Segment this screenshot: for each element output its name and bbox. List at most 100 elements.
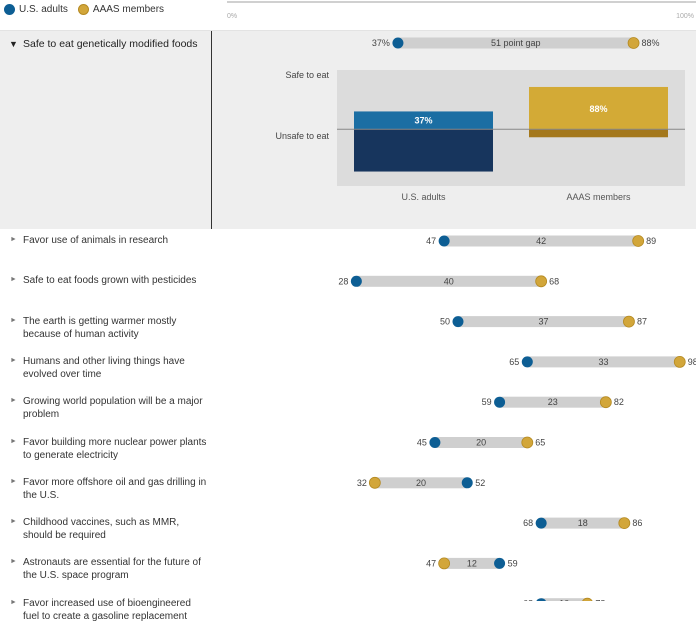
inner-safe-bar bbox=[529, 86, 668, 130]
row-9-us-value: 68 bbox=[523, 599, 533, 601]
row-4-gap-bar bbox=[499, 396, 606, 408]
row-5-gap-bar bbox=[434, 437, 528, 448]
row-3-us-value: 65 bbox=[509, 357, 519, 367]
legend-aaas[interactable]: AAAS members bbox=[77, 3, 165, 15]
expanded-aaas-dot bbox=[627, 37, 640, 49]
row-6-gap-bar bbox=[374, 477, 468, 489]
row-5-gap-label: 20 bbox=[476, 438, 486, 448]
row-label[interactable]: Childhood vaccines, such as MMR, should … bbox=[23, 517, 180, 542]
row-label[interactable]: Growing world population will be a major… bbox=[23, 396, 203, 421]
row-8-us-value: 59 bbox=[508, 558, 518, 568]
row-0-us-value: 47 bbox=[426, 236, 436, 246]
row-0-aaas-dot bbox=[632, 235, 645, 247]
expanded-aaas-value: 88% bbox=[642, 38, 660, 48]
row-2-gap-bar bbox=[458, 316, 629, 328]
row-label[interactable]: Humans and other living things have evol… bbox=[23, 355, 185, 380]
row-2-aaas-value: 87 bbox=[637, 317, 647, 327]
expanded-row-label[interactable]: Safe to eat genetically modified foods bbox=[23, 38, 198, 50]
row-7-gap-label: 18 bbox=[578, 518, 588, 528]
row-4-gap-label: 23 bbox=[548, 397, 558, 407]
row-7-aaas-dot bbox=[618, 517, 631, 529]
row-9-aaas-value: 78 bbox=[595, 599, 605, 601]
row-7-gap-bar bbox=[541, 517, 625, 529]
row-3-aaas-value: 98 bbox=[688, 357, 696, 367]
inner-unsafe-bar bbox=[354, 129, 493, 172]
inner-safe-value: 37% bbox=[414, 115, 432, 125]
row-9-gap-bar bbox=[541, 598, 588, 601]
row-5-us-value: 45 bbox=[417, 438, 427, 448]
row-9-gap-label: 10 bbox=[559, 599, 569, 601]
row-6-aaas-value: 32 bbox=[357, 478, 367, 488]
legend-aaas-label: AAAS members bbox=[92, 3, 165, 15]
row-4-us-value: 59 bbox=[482, 397, 492, 407]
expanded-gap-label: 51 point gap bbox=[491, 38, 541, 48]
row-label[interactable]: Astronauts are essential for the future … bbox=[23, 557, 201, 582]
expand-triangle-icon[interactable]: ► bbox=[10, 236, 17, 243]
row-9-aaas-dot bbox=[582, 597, 593, 601]
us-adults-dot-icon bbox=[4, 3, 15, 15]
expand-triangle-icon[interactable]: ► bbox=[10, 276, 17, 284]
row-label[interactable]: Favor building more nuclear power plants… bbox=[23, 436, 207, 461]
row-1-us-value: 28 bbox=[338, 276, 348, 286]
row-7-aaas-value: 86 bbox=[632, 518, 642, 528]
inner-unsafe-bar bbox=[529, 129, 668, 138]
row-2-us-dot bbox=[452, 316, 464, 328]
row-label[interactable]: The earth is getting warmer mostly becau… bbox=[23, 315, 177, 340]
row-3-us-dot bbox=[521, 356, 533, 368]
row-label[interactable]: Favor more offshore oil and gas drilling… bbox=[23, 476, 207, 501]
row-8-aaas-value: 47 bbox=[426, 558, 436, 568]
row-4-aaas-value: 82 bbox=[614, 397, 624, 407]
expanded-gap-bar bbox=[397, 37, 634, 49]
row-8-us-dot bbox=[494, 557, 506, 569]
expand-triangle-icon[interactable]: ► bbox=[10, 518, 17, 526]
expand-triangle-icon[interactable]: ► bbox=[10, 397, 17, 405]
inner-y-label-safe: Safe to eat bbox=[285, 70, 329, 80]
expand-triangle-icon[interactable]: ► bbox=[10, 477, 17, 485]
expanded-us-value: 37% bbox=[372, 38, 390, 48]
header-divider bbox=[0, 30, 696, 31]
row-2-aaas-dot bbox=[623, 315, 635, 328]
dumbbell-chart: 51 point gap 37% 88% 37% U.S. adults 88% AAAS… bbox=[275, 37, 696, 601]
expand-triangle-icon[interactable]: ► bbox=[10, 437, 17, 445]
row-4-aaas-dot bbox=[599, 396, 612, 409]
row-8-gap-bar bbox=[444, 557, 500, 569]
row-0-us-dot bbox=[438, 235, 450, 247]
row-5-us-dot bbox=[429, 437, 441, 448]
row-8-aaas-dot bbox=[438, 557, 451, 570]
row-1-us-dot bbox=[350, 275, 362, 287]
row-7-us-dot bbox=[535, 517, 547, 529]
legend-us[interactable]: U.S. adults bbox=[4, 3, 68, 15]
row-6-us-dot bbox=[461, 477, 473, 489]
row-1-aaas-value: 68 bbox=[549, 276, 559, 286]
row-1-aaas-dot bbox=[535, 275, 548, 288]
row-7-us-value: 68 bbox=[523, 518, 533, 528]
inner-category-label: U.S. adults bbox=[401, 192, 446, 202]
row-5-aaas-dot bbox=[521, 436, 534, 449]
collapse-triangle-icon[interactable]: ▼ bbox=[9, 39, 18, 49]
aaas-members-dot-icon bbox=[77, 3, 89, 15]
axis-max-label: 100% bbox=[676, 13, 694, 20]
expanded-us-dot bbox=[392, 37, 404, 49]
row-5-aaas-value: 65 bbox=[535, 438, 545, 448]
row-label[interactable]: Favor use of animals in research bbox=[23, 235, 169, 246]
row-0-aaas-value: 89 bbox=[646, 236, 656, 246]
row-label[interactable]: Safe to eat foods grown with pesticides bbox=[23, 275, 197, 287]
expanded-row-divider bbox=[211, 31, 212, 229]
row-3-gap-label: 33 bbox=[599, 357, 609, 367]
inner-safe-bar bbox=[354, 111, 493, 130]
expand-triangle-icon[interactable]: ► bbox=[10, 558, 17, 566]
row-1-gap-label: 40 bbox=[444, 276, 454, 286]
row-1-gap-bar bbox=[356, 275, 542, 287]
row-6-us-value: 52 bbox=[475, 478, 485, 488]
axis-line bbox=[227, 1, 696, 3]
expand-triangle-icon[interactable]: ► bbox=[10, 356, 17, 364]
legend-us-label: U.S. adults bbox=[19, 3, 68, 15]
row-6-gap-label: 20 bbox=[416, 478, 426, 488]
row-8-gap-label: 12 bbox=[467, 558, 477, 568]
legend: U.S. adults AAAS members bbox=[4, 2, 174, 16]
row-3-gap-bar bbox=[527, 356, 680, 368]
row-2-us-value: 50 bbox=[440, 317, 450, 327]
expand-triangle-icon[interactable]: ► bbox=[10, 316, 17, 324]
inner-safe-value: 88% bbox=[589, 104, 607, 114]
row-9-us-dot bbox=[536, 598, 546, 601]
